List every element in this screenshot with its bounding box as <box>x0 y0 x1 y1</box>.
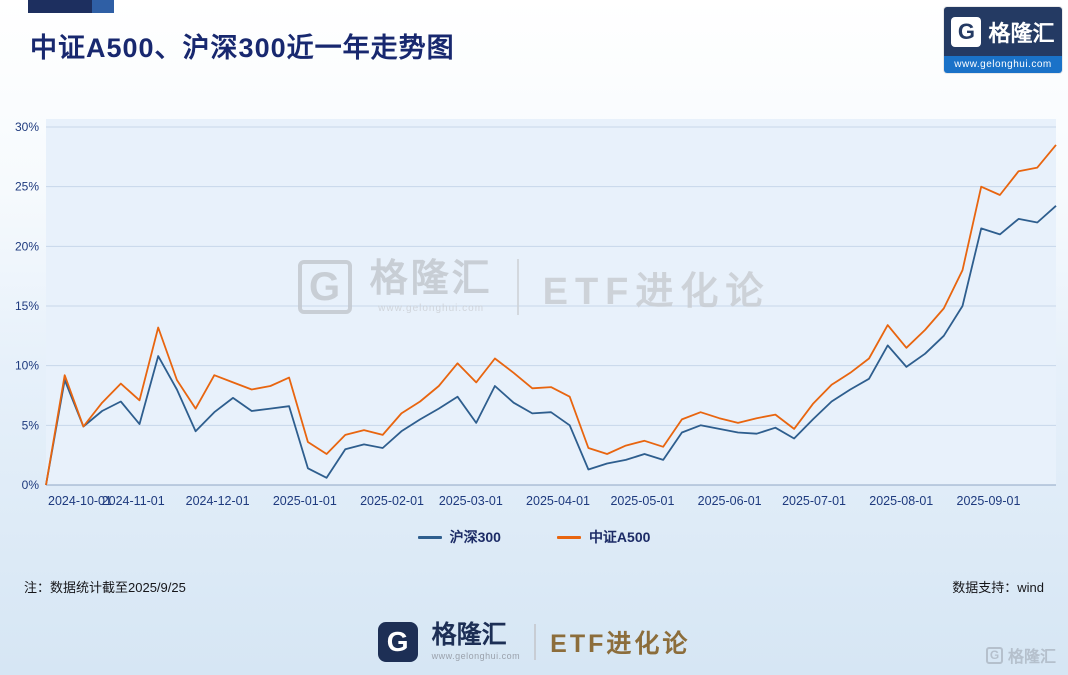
x-tick-label: 2025-09-01 <box>957 494 1021 508</box>
y-tick-label: 20% <box>15 239 39 253</box>
x-tick-label: 2025-07-01 <box>782 494 846 508</box>
brand-badge-main: G 格隆汇 <box>944 7 1062 56</box>
legend-label: 沪深300 <box>449 529 501 545</box>
corner-brand: 格隆汇 <box>1007 649 1056 666</box>
top-accent-dark <box>28 0 92 13</box>
footer-divider <box>534 624 537 660</box>
top-accent-blue <box>92 0 114 13</box>
series-line-中证A500 <box>45 144 1057 486</box>
brand-url: www.gelonghui.com <box>944 56 1062 73</box>
x-tick-label: 2025-04-01 <box>526 494 590 508</box>
footer-brand-name: 格隆汇 <box>431 621 507 649</box>
x-tick-label: 2025-02-01 <box>360 494 424 508</box>
x-tick-label: 2024-11-01 <box>102 494 165 508</box>
legend-label: 中证A500 <box>588 529 651 545</box>
page-title: 中证A500、沪深300近一年走势图 <box>30 33 455 63</box>
corner-g-icon: G <box>985 646 1003 664</box>
brand-name: 格隆汇 <box>988 20 1055 46</box>
y-tick-label: 30% <box>15 120 39 134</box>
note-data-source: 数据支持：wind <box>952 580 1044 595</box>
gelonghui-g-icon: G <box>951 16 982 47</box>
chart-legend: 沪深300 中证A500 <box>0 527 1068 547</box>
y-tick-label: 25% <box>15 180 39 194</box>
x-tick-label: 2025-08-01 <box>869 494 933 508</box>
legend-line-marker <box>417 535 442 539</box>
y-tick-label: 10% <box>15 359 39 373</box>
x-tick-label: 2024-10-01 <box>48 494 112 508</box>
x-tick-label: 2025-01-01 <box>273 494 337 508</box>
footer-brand-block: 格隆汇 www.gelonghui.com <box>431 621 521 662</box>
footer-brand: G 格隆汇 www.gelonghui.com ETF进化论 <box>0 622 1068 662</box>
plot-background <box>46 119 1056 485</box>
header: 中证A500、沪深300近一年走势图 <box>0 0 1068 65</box>
y-tick-label: 15% <box>15 299 39 313</box>
footer-brand-url: www.gelonghui.com <box>431 651 521 661</box>
note-row: 注：数据统计截至2025/9/25 数据支持：wind <box>0 577 1068 596</box>
x-tick-label: 2025-05-01 <box>610 494 674 508</box>
footer-product: ETF进化论 <box>550 630 691 658</box>
note-data-cutoff: 注：数据统计截至2025/9/25 <box>24 580 186 595</box>
gelonghui-brand-badge: G 格隆汇 www.gelonghui.com <box>944 7 1062 73</box>
corner-watermark: G 格隆汇 <box>985 643 1056 667</box>
trend-chart: 0% 5% 10% 15% 20% 25% 30% 2024-10-01 2024-11-01 2… <box>0 107 1068 519</box>
legend-item-沪深300: 沪深300 <box>417 527 501 547</box>
y-tick-label: 5% <box>22 418 40 432</box>
x-tick-label: 2024-12-01 <box>186 494 250 508</box>
x-tick-label: 2025-06-01 <box>698 494 762 508</box>
footer-g-icon: G <box>377 622 418 662</box>
x-tick-label: 2025-03-01 <box>439 494 503 508</box>
legend-item-中证A500: 中证A500 <box>556 527 651 547</box>
legend-line-marker <box>556 535 581 539</box>
y-tick-label: 0% <box>22 478 40 492</box>
series-line-沪深300 <box>45 205 1057 486</box>
